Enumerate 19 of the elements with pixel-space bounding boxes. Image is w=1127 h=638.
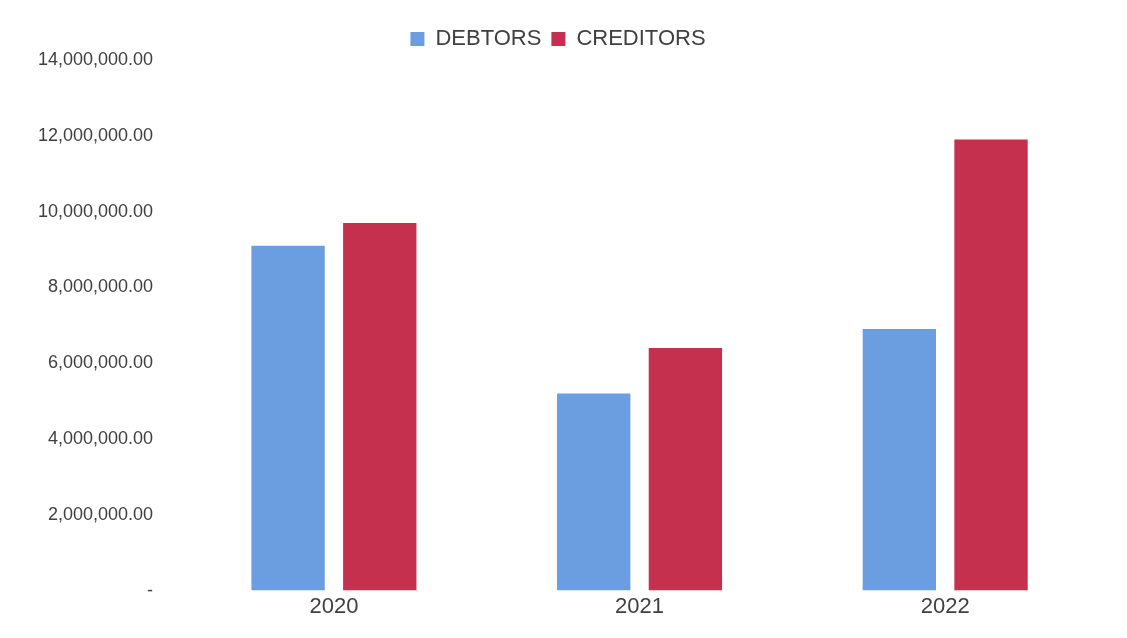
x-tick-label: 2021 (615, 592, 665, 618)
y-tick-label: 12,000,000.00 (37, 124, 154, 145)
bar (251, 245, 325, 591)
y-tick-label: 14,000,000.00 (37, 48, 154, 69)
bar (648, 348, 723, 591)
y-tick-label: 6,000,000.00 (48, 352, 154, 373)
x-tick-label: 2020 (309, 592, 359, 618)
y-tick-label: 8,000,000.00 (48, 276, 154, 297)
legend-label: CREDITORS (576, 25, 706, 51)
bar (862, 329, 937, 591)
x-tick-label: 2022 (920, 592, 970, 618)
y-tick-label: 4,000,000.00 (48, 427, 154, 448)
bar (954, 139, 1028, 591)
y-tick-label: 2,000,000.00 (48, 503, 154, 524)
bar (557, 393, 631, 591)
y-tick-label: - (147, 579, 154, 600)
bar (343, 222, 417, 591)
legend-label: DEBTORS (435, 25, 542, 51)
y-tick-label: 10,000,000.00 (37, 200, 154, 221)
